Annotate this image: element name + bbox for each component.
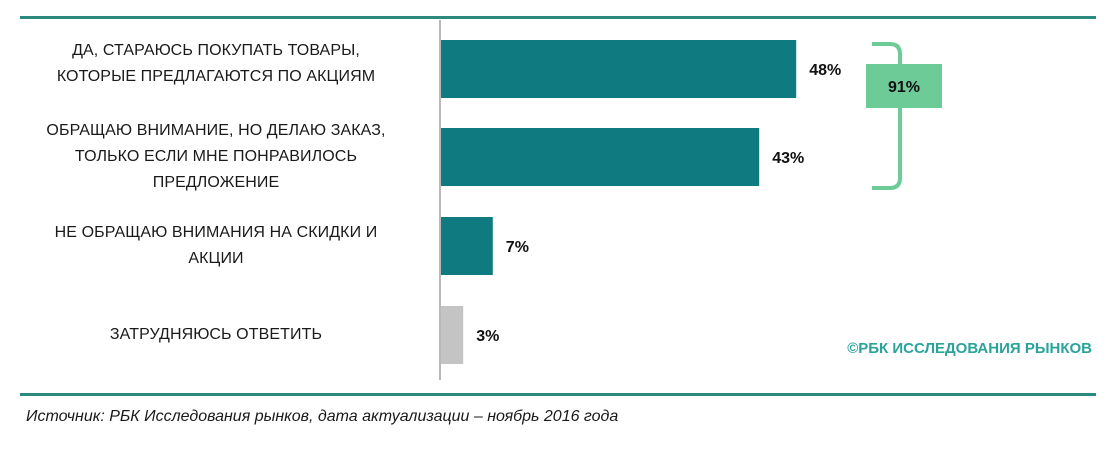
category-label-2: НЕ ОБРАЩАЮ ВНИМАНИЯ НА СКИДКИ И АКЦИИ [16, 220, 416, 272]
watermark: ©РБК ИССЛЕДОВАНИЯ РЫНКОВ [847, 340, 1092, 357]
category-label-0-line-1: КОТОРЫЕ ПРЕДЛАГАЮТСЯ ПО АКЦИЯМ [56, 68, 376, 85]
category-label-1-line-0: ОБРАЩАЮ ВНИМАНИЕ, НО ДЕЛАЮ ЗАКАЗ, [46, 122, 386, 139]
category-label-1-line-2: ПРЕДЛОЖЕНИЕ [152, 174, 280, 191]
bar-2 [441, 217, 493, 275]
total-badge [866, 64, 942, 108]
category-label-2-line-1: АКЦИИ [188, 250, 244, 267]
category-label-0-line-0: ДА, СТАРАЮСЬ ПОКУПАТЬ ТОВАРЫ, [72, 42, 360, 59]
value-label-1: 43% [772, 150, 804, 167]
category-label-3-line-0: ЗАТРУДНЯЮСЬ ОТВЕТИТЬ [109, 326, 323, 343]
total-badge-label: 91% [888, 79, 920, 96]
category-label-3: ЗАТРУДНЯЮСЬ ОТВЕТИТЬ [16, 322, 416, 348]
category-label-2-line-0: НЕ ОБРАЩАЮ ВНИМАНИЯ НА СКИДКИ И [54, 224, 378, 241]
value-label-0: 48% [809, 62, 841, 79]
bracket-annotation [872, 42, 902, 190]
value-label-3: 3% [476, 328, 499, 345]
bar-0 [441, 40, 797, 98]
top-rule [20, 16, 1096, 19]
category-label-1-line-1: ТОЛЬКО ЕСЛИ МНЕ ПОНРАВИЛОСЬ [74, 148, 358, 165]
category-label-0: ДА, СТАРАЮСЬ ПОКУПАТЬ ТОВАРЫ, КОТОРЫЕ ПР… [16, 38, 416, 90]
bar-3 [441, 306, 464, 364]
category-label-1: ОБРАЩАЮ ВНИМАНИЕ, НО ДЕЛАЮ ЗАКАЗ, ТОЛЬКО… [16, 118, 416, 196]
source-note: Источник: РБК Исследования рынков, дата … [26, 408, 619, 425]
bottom-rule [20, 393, 1096, 396]
value-label-2: 7% [506, 239, 529, 256]
bar-1 [441, 128, 760, 186]
